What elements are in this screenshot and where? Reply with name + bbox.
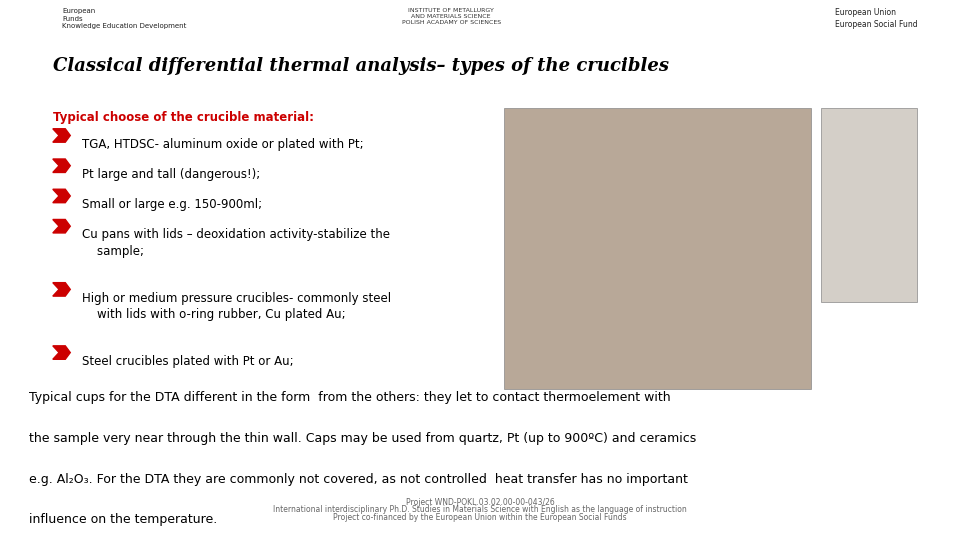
Polygon shape bbox=[53, 189, 70, 202]
Polygon shape bbox=[53, 282, 70, 296]
Text: Pt large and tall (dangerous!);: Pt large and tall (dangerous!); bbox=[82, 168, 260, 181]
Polygon shape bbox=[53, 129, 70, 142]
Bar bbox=[821, 108, 917, 302]
Text: influence on the temperature.: influence on the temperature. bbox=[29, 513, 217, 526]
Text: Cu pans with lids – deoxidation activity-stabilize the
    sample;: Cu pans with lids – deoxidation activity… bbox=[82, 228, 390, 258]
Text: Small or large e.g. 150-900ml;: Small or large e.g. 150-900ml; bbox=[82, 198, 262, 211]
Text: e.g. Al₂O₃. For the DTA they are commonly not covered, as not controlled  heat t: e.g. Al₂O₃. For the DTA they are commonl… bbox=[29, 472, 687, 485]
Text: Project co-financed by the European Union within the European Social Funds: Project co-financed by the European Unio… bbox=[333, 513, 627, 522]
Polygon shape bbox=[53, 219, 70, 233]
Text: the sample very near through the thin wall. Caps may be used from quartz, Pt (up: the sample very near through the thin wa… bbox=[29, 432, 696, 445]
Text: TGA, HTDSC- aluminum oxide or plated with Pt;: TGA, HTDSC- aluminum oxide or plated wit… bbox=[82, 138, 363, 151]
Text: International interdisciplinary Ph.D. Studies in Materials Science with English : International interdisciplinary Ph.D. St… bbox=[274, 505, 686, 515]
Polygon shape bbox=[53, 159, 70, 172]
Text: Classical differential thermal analysis– types of the crucibles: Classical differential thermal analysis–… bbox=[53, 57, 669, 75]
Text: Typical cups for the DTA different in the form  from the others: they let to con: Typical cups for the DTA different in th… bbox=[29, 392, 670, 404]
Bar bbox=[504, 108, 811, 389]
Text: High or medium pressure crucibles- commonly steel
    with lids with o-ring rubb: High or medium pressure crucibles- commo… bbox=[82, 292, 391, 321]
Text: INSTITUTE OF METALLURGY
AND MATERIALS SCIENCE
POLISH ACADAMY OF SCIENCES: INSTITUTE OF METALLURGY AND MATERIALS SC… bbox=[401, 8, 501, 25]
Text: Typical choose of the crucible material:: Typical choose of the crucible material: bbox=[53, 111, 314, 124]
Text: Steel crucibles plated with Pt or Au;: Steel crucibles plated with Pt or Au; bbox=[82, 355, 293, 368]
Text: European Union
European Social Fund: European Union European Social Fund bbox=[835, 8, 918, 29]
Text: European
Funds
Knowledge Education Development: European Funds Knowledge Education Devel… bbox=[62, 8, 187, 29]
Polygon shape bbox=[53, 346, 70, 359]
Text: Project WND-POKL.03.02.00-00-043/26: Project WND-POKL.03.02.00-00-043/26 bbox=[406, 498, 554, 507]
